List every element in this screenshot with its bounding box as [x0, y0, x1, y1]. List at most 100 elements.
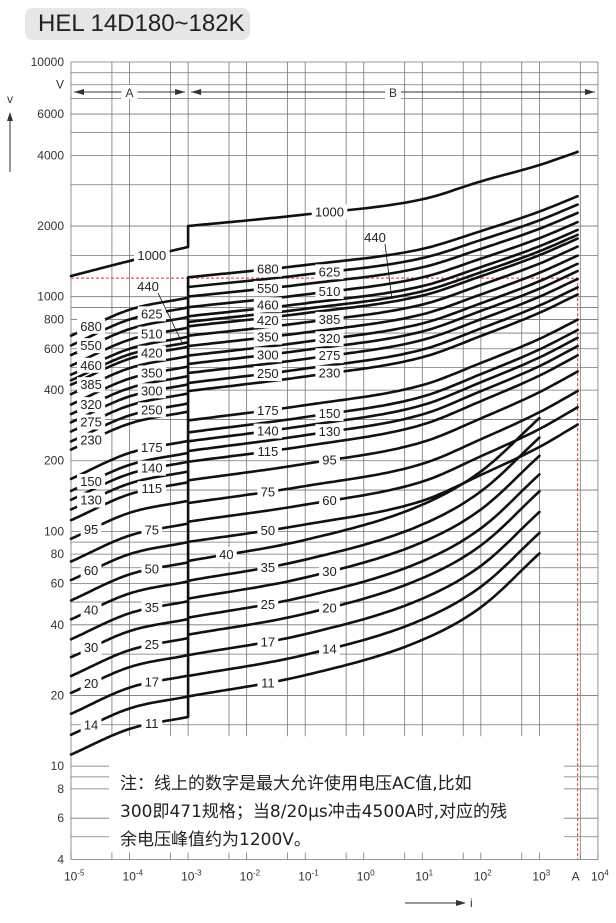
curve-label-bg: [319, 564, 340, 580]
x-tick-label: 100: [357, 868, 375, 883]
curve-60-region-b: [186, 406, 579, 523]
x-tick-label: 102: [474, 868, 492, 883]
y-tick-label: 80: [51, 547, 65, 561]
curve-label-bg: [315, 284, 344, 300]
curve-label-bg: [141, 522, 163, 538]
curve-label-385: 385: [319, 312, 341, 327]
curve-label-14: 14: [322, 641, 336, 656]
arrow-left-icon: [191, 89, 202, 95]
curve-label-250: 250: [257, 366, 279, 381]
curve-420-region-b: [186, 237, 579, 328]
curve-label-bg: [137, 326, 166, 342]
curve-label-460: 460: [80, 358, 102, 373]
curve-label-bg: [76, 492, 106, 508]
curve-label-bg: [253, 297, 282, 313]
curve-label-bg: [137, 460, 166, 476]
arrow-right-icon: [175, 89, 186, 95]
curve-140-region-a: [69, 460, 190, 502]
curve-460-region-b: [186, 228, 579, 318]
y-tick-label: 60: [51, 576, 65, 590]
curve-label-440-a: 440: [137, 279, 159, 294]
curve-label-320: 320: [80, 397, 102, 412]
curve-label-bg: [257, 596, 279, 612]
curve-label-bg: [76, 432, 106, 448]
curve-label-460: 460: [257, 297, 279, 312]
curve-label-550: 550: [257, 281, 279, 296]
x-tick-label: 104: [591, 868, 609, 883]
curve-label-300: 300: [141, 383, 163, 398]
y-tick-label: 1000: [37, 290, 64, 304]
curve-label-95: 95: [322, 453, 336, 468]
curve-625-region-a: [69, 306, 190, 347]
y-tick-label: 10000: [31, 55, 65, 69]
curve-label-bg: [315, 331, 344, 347]
curve-label-bg: [257, 559, 279, 575]
curve-label-bg: [253, 347, 282, 363]
curve-label-550: 550: [80, 338, 102, 353]
curve-label-35: 35: [145, 600, 159, 615]
x-tick-label: 10-5: [64, 868, 85, 883]
curve-label-25: 25: [145, 637, 159, 652]
curve-label-bg: [76, 318, 106, 334]
reference-lines: [71, 277, 579, 860]
curve-label-bg: [80, 717, 102, 733]
curve-label-bg: [137, 306, 166, 322]
curve-label-20: 20: [322, 600, 336, 615]
y-tick-label: 20: [51, 688, 65, 702]
curve-label-bg: [253, 423, 282, 439]
curve-50-region-b: [186, 423, 579, 544]
curve-label-bg: [76, 397, 106, 413]
curve-label-bg: [80, 563, 102, 579]
curve-150-region-b: [186, 328, 579, 434]
curve-label-bg: [315, 365, 344, 381]
y-tick-label: 6: [57, 811, 64, 825]
x-unit-label: A: [572, 869, 580, 883]
curve-230-region-b: [186, 293, 579, 393]
curve-175-region-a: [69, 439, 190, 481]
curve-label-bg: [253, 443, 282, 459]
y-tick-label: 40: [51, 618, 65, 632]
curve-label-250: 250: [141, 402, 163, 417]
curve-label-50: 50: [145, 561, 159, 576]
curve-label-bg: [141, 637, 163, 653]
curve-label-bg: [253, 329, 282, 345]
curve-300-region-b: [186, 269, 579, 366]
curve-115-region-b: [186, 354, 579, 464]
curve-label-11: 11: [261, 676, 275, 691]
curve-75-region-b: [186, 389, 579, 505]
curve-680-region-b: [186, 194, 579, 279]
curve-115-region-a: [69, 480, 190, 522]
curve-35-region-b: [186, 436, 541, 583]
curve-label-bg: [80, 640, 102, 656]
curve-label-bg: [141, 674, 163, 690]
curve-20-region-b: [186, 490, 541, 636]
x-tick-label: 10-4: [123, 868, 144, 883]
curve-35-region-a: [69, 599, 190, 641]
x-tick-label: 103: [532, 868, 550, 883]
curve-label-385: 385: [80, 377, 102, 392]
curve-label-bg: [80, 676, 102, 692]
curve-label-bg: [257, 675, 279, 691]
curve-350-region-a: [69, 365, 190, 406]
region-label-B: B: [389, 86, 397, 100]
y-tick-label: 200: [44, 454, 64, 468]
curve-label-625: 625: [319, 264, 341, 279]
curve-label-bg: [253, 366, 282, 382]
curve-label-510: 510: [141, 327, 163, 342]
curve-label-420: 420: [141, 346, 163, 361]
arrow-up-icon: [7, 112, 13, 121]
curve-label-50: 50: [261, 523, 275, 538]
curve-label-bg: [257, 634, 279, 650]
curve-label-230: 230: [319, 366, 341, 381]
curve-label-17: 17: [261, 634, 275, 649]
curve-label-625: 625: [141, 306, 163, 321]
y-tick-label: 4000: [37, 148, 64, 162]
curve-label-350: 350: [141, 365, 163, 380]
curve-label-bg: [319, 641, 340, 657]
curve-label-75: 75: [261, 484, 275, 499]
y-tick-label: 2000: [37, 219, 64, 233]
curve-label-680: 680: [80, 319, 102, 334]
curve-25-region-a: [69, 636, 190, 678]
curves: [69, 150, 579, 756]
curve-250-region-b: [186, 286, 579, 385]
